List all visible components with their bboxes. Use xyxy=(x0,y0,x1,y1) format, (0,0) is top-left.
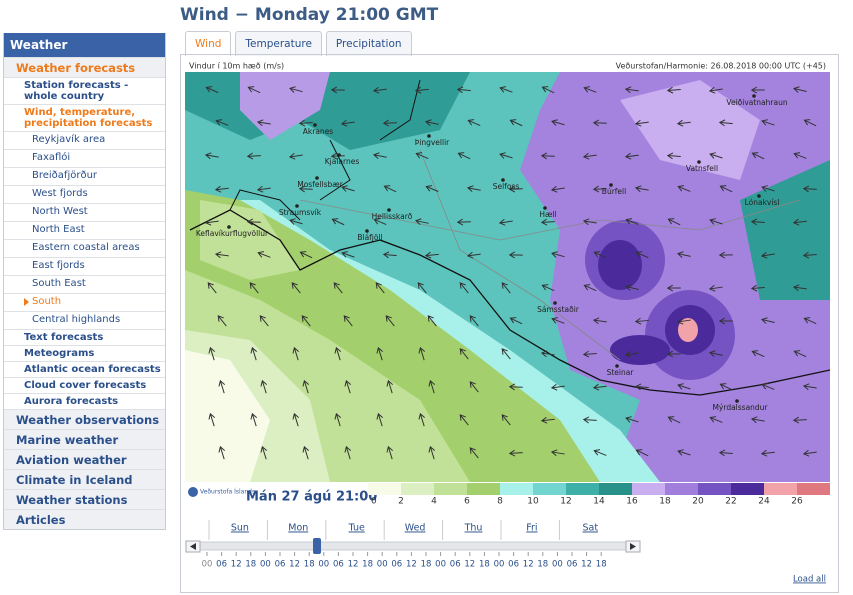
nav-item[interactable]: Articles xyxy=(4,509,165,529)
nav-item[interactable]: Reykjavík area xyxy=(4,131,165,149)
nav-item[interactable]: Cloud cover forecasts xyxy=(4,377,165,393)
nav-item[interactable]: Weather stations xyxy=(4,489,165,509)
nav-item[interactable]: South East xyxy=(4,275,165,293)
nav-item[interactable]: North East xyxy=(4,221,165,239)
panel xyxy=(180,54,839,593)
nav-item[interactable]: Meteograms xyxy=(4,345,165,361)
nav-item[interactable]: Atlantic ocean forecasts xyxy=(4,361,165,377)
nav-item[interactable]: Station forecasts - whole country xyxy=(4,77,165,104)
nav-item[interactable]: South xyxy=(4,293,165,311)
nav-item[interactable]: West fjords xyxy=(4,185,165,203)
nav-item[interactable]: Faxaflói xyxy=(4,149,165,167)
nav-title[interactable]: Weather xyxy=(4,33,165,57)
nav-item[interactable]: Text forecasts xyxy=(4,329,165,345)
tab[interactable]: Precipitation xyxy=(325,31,412,56)
nav-item[interactable]: North West xyxy=(4,203,165,221)
tab[interactable]: Wind xyxy=(185,31,232,56)
page-title: Wind − Monday 21:00 GMT xyxy=(180,5,439,25)
tab[interactable]: Temperature xyxy=(235,31,322,56)
nav-item[interactable]: Central highlands xyxy=(4,311,165,329)
nav-item[interactable]: Weather observations xyxy=(4,409,165,429)
nav-item[interactable]: Aviation weather xyxy=(4,449,165,469)
nav-item[interactable]: Marine weather xyxy=(4,429,165,449)
nav-item[interactable]: East fjords xyxy=(4,257,165,275)
side-nav: Weather Weather forecasts Station forecast… xyxy=(3,33,166,530)
nav-item[interactable]: Breiðafjörður xyxy=(4,167,165,185)
nav-item[interactable]: Eastern coastal areas xyxy=(4,239,165,257)
active-marker xyxy=(24,298,29,306)
nav-item[interactable]: Aurora forecasts xyxy=(4,393,165,409)
tabs: Wind Temperature Precipitation xyxy=(185,31,412,56)
nav-item[interactable]: Weather forecasts xyxy=(4,57,165,77)
nav-item[interactable]: Climate in Iceland xyxy=(4,469,165,489)
nav-item[interactable]: Wind, temperature, precipitation forecas… xyxy=(4,104,165,131)
